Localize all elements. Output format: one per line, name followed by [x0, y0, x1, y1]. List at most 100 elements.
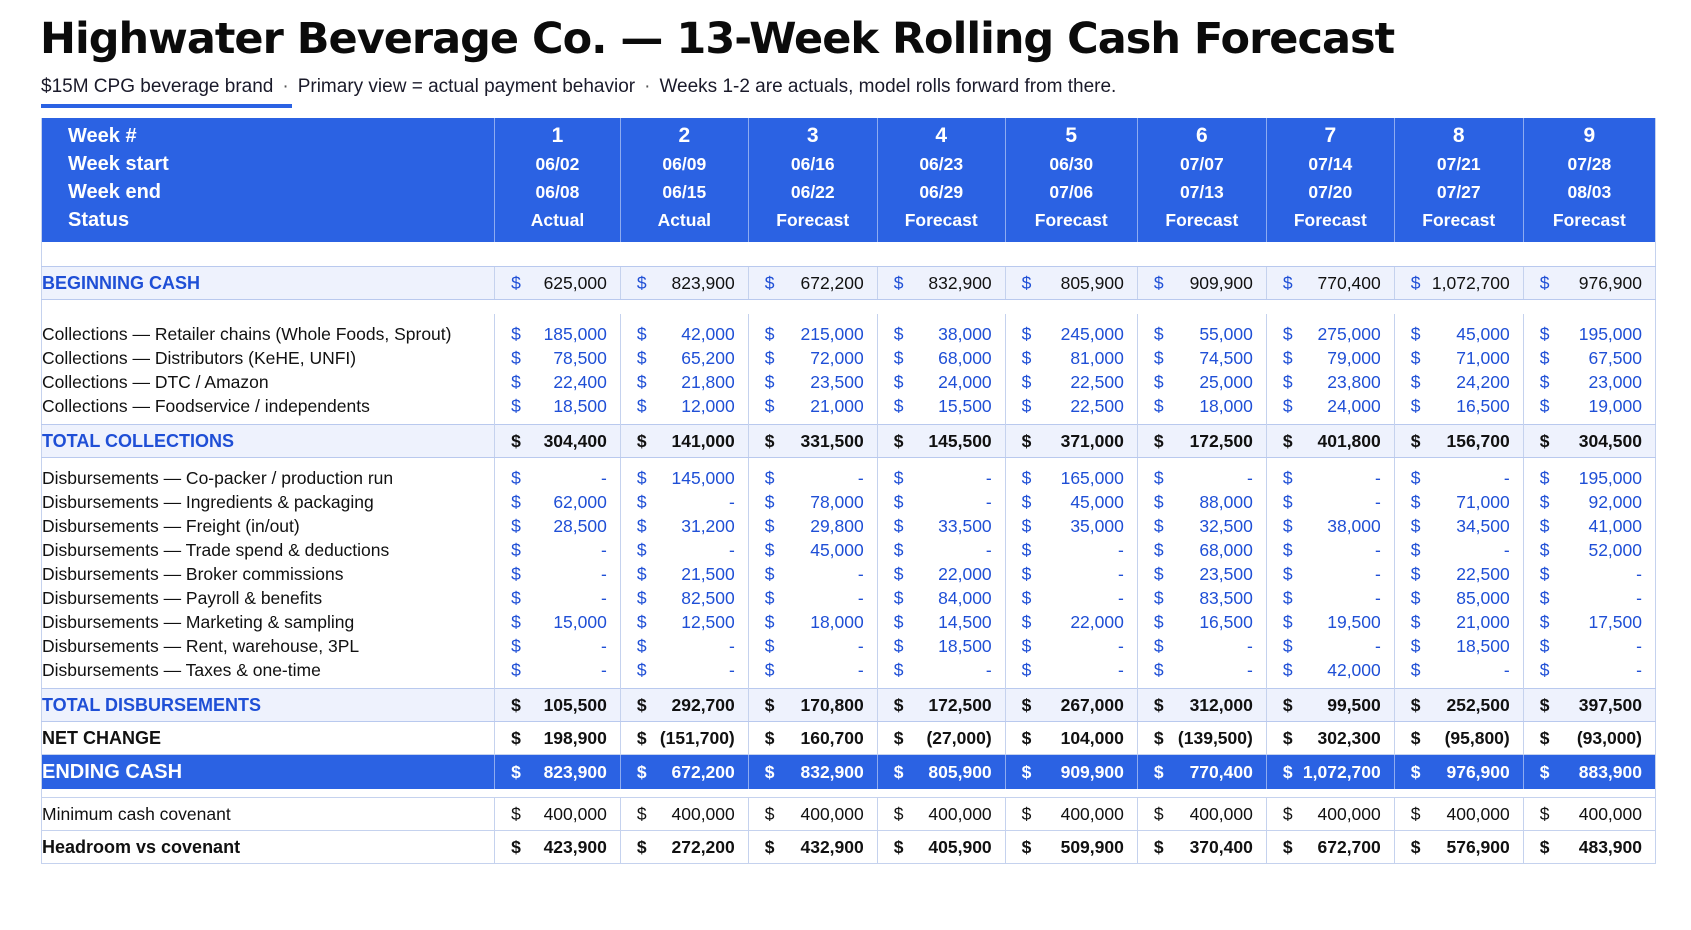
disbursements-line-cell: $52,000 [1522, 538, 1656, 562]
collections-line-value: 22,500 [1070, 395, 1124, 416]
currency-symbol: $ [1410, 395, 1421, 416]
beginning-cash-cell: $1,072,700 [1393, 266, 1524, 300]
collections-line-value: 55,000 [1199, 323, 1253, 344]
header-cell-week-status: Actual [619, 206, 749, 242]
header-cell-week-end: 07/20 [1265, 178, 1395, 206]
collections-line-cell: $15,500 [876, 394, 1006, 425]
disbursements-line-cell: $92,000 [1522, 490, 1656, 514]
ending-cash-cell: $1,072,700 [1265, 754, 1395, 789]
disbursements-line-cell: $ - [747, 586, 878, 610]
header-cell-week-start: 07/21 [1393, 150, 1524, 178]
disbursements-line-cell: $22,000 [1004, 610, 1138, 634]
currency-symbol: $ [1021, 761, 1032, 782]
disbursements-line-value: - [857, 587, 864, 608]
net-change-value: 302,300 [1317, 727, 1381, 748]
currency-symbol: $ [1539, 611, 1550, 632]
header-cell-week-status: Forecast [1522, 206, 1656, 242]
disbursements-line-value: - [728, 491, 735, 512]
total-collections-cell: $401,800 [1265, 424, 1395, 458]
disbursements-line-row: Disbursements — Ingredients & packaging $… [42, 490, 1656, 514]
disbursements-line-value: 19,500 [1327, 611, 1381, 632]
disbursements-line-cell: $78,000 [747, 490, 878, 514]
currency-symbol: $ [1282, 836, 1293, 857]
currency-symbol: $ [1539, 563, 1550, 584]
currency-symbol: $ [511, 563, 521, 584]
disbursements-line-cell: $ - [1393, 658, 1524, 689]
header-cell-week-status: Forecast [876, 206, 1006, 242]
disbursements-line-cell: $82,500 [619, 586, 749, 610]
disbursements-line-value: 18,000 [810, 611, 864, 632]
header-cell-week-number: 2 [619, 118, 749, 150]
disbursements-line-cell: $85,000 [1393, 586, 1524, 610]
currency-symbol: $ [1153, 395, 1164, 416]
collections-line-value: 15,500 [938, 395, 992, 416]
total-disbursements-value: 252,500 [1446, 694, 1510, 715]
currency-symbol: $ [1282, 430, 1293, 451]
disbursements-line-value: - [857, 635, 864, 656]
disbursements-line-value: 31,200 [681, 515, 735, 536]
header-row-week-end: Week end 06/08 06/15 06/22 06/29 07/06 07/13 07… [41, 178, 1656, 206]
currency-symbol: $ [1282, 491, 1293, 512]
header-cell-week-number: 7 [1265, 118, 1395, 150]
disbursements-line-value: - [601, 659, 607, 680]
disbursements-line-cell: $16,500 [1136, 610, 1267, 634]
disbursements-line-cell: $ - [1004, 562, 1138, 586]
subtitle-actuals-note: Weeks 1-2 are actuals, model rolls forwa… [659, 76, 1117, 97]
disbursements-line-cell: $ - [1004, 634, 1138, 658]
disbursements-line-value: 83,500 [1199, 587, 1253, 608]
collections-line-value: 16,500 [1456, 395, 1510, 416]
beginning-cash-cell: $805,900 [1004, 266, 1138, 300]
currency-symbol: $ [764, 323, 775, 344]
currency-symbol: $ [1021, 563, 1032, 584]
currency-symbol: $ [636, 539, 647, 560]
collections-line-cell: $22,400 [494, 370, 621, 394]
header-label-week-status: Status [41, 206, 495, 242]
currency-symbol: $ [764, 371, 775, 392]
currency-symbol: $ [1153, 836, 1164, 857]
currency-symbol: $ [1539, 491, 1550, 512]
currency-symbol: $ [893, 611, 904, 632]
headroom-cell: $576,900 [1393, 830, 1524, 864]
currency-symbol: $ [1282, 323, 1293, 344]
collections-line-value: 22,500 [1070, 371, 1124, 392]
header-cell-week-end: 08/03 [1522, 178, 1656, 206]
collections-line-value: 18,500 [553, 395, 607, 416]
disbursements-line-value: 82,500 [681, 587, 735, 608]
disbursements-line-cell: $ - [494, 658, 621, 689]
collections-line-value: 275,000 [1317, 323, 1381, 344]
currency-symbol: $ [511, 323, 521, 344]
disbursements-line-cell: $34,500 [1393, 514, 1524, 538]
currency-symbol: $ [1153, 659, 1164, 680]
currency-symbol: $ [636, 395, 647, 416]
header-cell-week-start: 06/23 [876, 150, 1006, 178]
disbursements-line-cell: $83,500 [1136, 586, 1267, 610]
disbursements-line-cell: $12,500 [619, 610, 749, 634]
collections-line-value: 68,000 [938, 347, 992, 368]
disbursements-line-cell: $ - [747, 634, 878, 658]
total-collections-cell: $371,000 [1004, 424, 1138, 458]
beginning-cash-row: BEGINNING CASH $625,000 $823,900 $672,200 $8… [41, 266, 1656, 300]
disbursements-line-value: - [728, 635, 735, 656]
disbursements-line-row: Disbursements — Co-packer / production r… [42, 457, 1656, 490]
disbursements-line-cell: $ - [1004, 586, 1138, 610]
disbursements-line-value: 33,500 [938, 515, 992, 536]
ending-cash-value: 805,900 [928, 761, 992, 782]
currency-symbol: $ [1539, 539, 1550, 560]
subtitle-separator: · [644, 76, 651, 97]
currency-symbol: $ [764, 659, 775, 680]
min-covenant-value: 400,000 [800, 803, 864, 824]
currency-symbol: $ [1153, 563, 1164, 584]
min-covenant-cell: $400,000 [747, 797, 878, 831]
disbursements-line-label: Disbursements — Freight (in/out) [42, 515, 300, 536]
collections-line-value: 79,000 [1327, 347, 1381, 368]
currency-symbol: $ [1153, 635, 1164, 656]
disbursements-line-value: 16,500 [1199, 611, 1253, 632]
disbursements-line-value: - [601, 467, 607, 488]
total-disbursements-cell: $105,500 [494, 688, 621, 722]
collections-line-cell: $81,000 [1004, 346, 1138, 370]
header-cell-week-end: 07/27 [1393, 178, 1524, 206]
currency-symbol: $ [1410, 371, 1421, 392]
disbursements-line-value: 84,000 [938, 587, 992, 608]
net-change-value: (95,800) [1444, 727, 1510, 748]
disbursements-line-value: 165,000 [1060, 467, 1124, 488]
